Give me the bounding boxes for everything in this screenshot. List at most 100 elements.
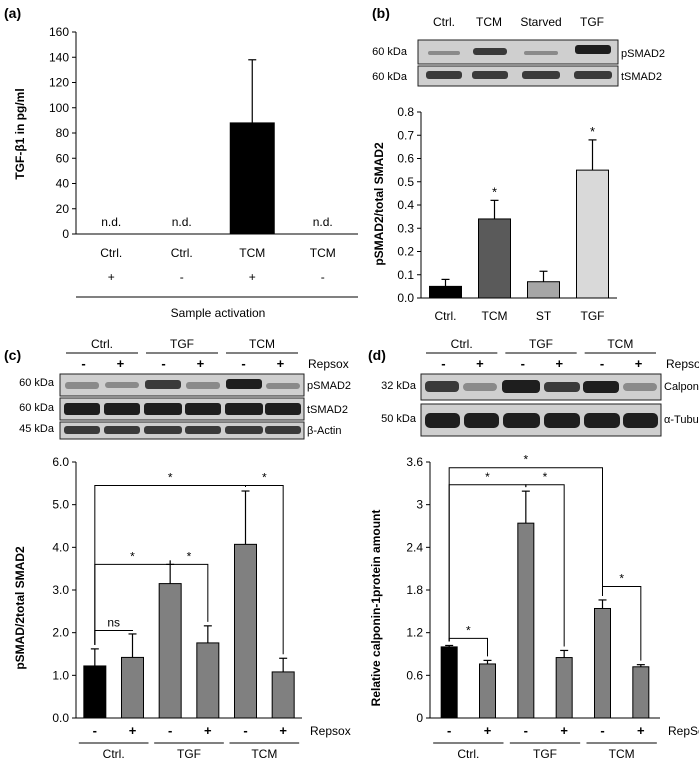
blot-band xyxy=(623,383,657,391)
bar xyxy=(271,671,295,719)
y-tick-label: 0 xyxy=(62,227,69,241)
panel-c-sign: + xyxy=(277,356,285,371)
panel-b-kda-label: 60 kDa xyxy=(372,46,408,58)
blot-b-tSMAD2 xyxy=(417,65,619,87)
blot-band xyxy=(583,381,619,393)
panel-d-sign: + xyxy=(635,356,643,371)
significance-label: * xyxy=(619,571,624,585)
x-sign-label: - xyxy=(447,723,451,738)
blot-c-beta-actin xyxy=(59,421,305,440)
y-tick-label: 2.4 xyxy=(406,540,423,554)
significance-label: * xyxy=(168,470,173,484)
x-sign-label: + xyxy=(484,723,492,738)
blot-band xyxy=(464,413,499,428)
y-tick-label: 2.0 xyxy=(52,626,69,640)
significance-label: * xyxy=(262,470,267,484)
panel-d-group-label: TCM xyxy=(607,337,633,351)
x-group-label: TGF xyxy=(177,747,201,760)
blot-band xyxy=(104,426,140,434)
panel-c: (c) Ctrl.- +TGF- +TCM- + Repsox 60 kDa 60 kD… xyxy=(4,337,351,760)
y-tick-label: 160 xyxy=(49,25,69,39)
y-tick-label: 0.8 xyxy=(397,105,414,119)
x-group-label: TGF xyxy=(533,747,557,760)
bar xyxy=(83,665,107,719)
bar xyxy=(440,646,458,719)
panel-c-group-label: Ctrl. xyxy=(91,337,113,351)
x-tick-label: TCM xyxy=(310,246,336,260)
blot-b-pSMAD2 xyxy=(417,39,619,65)
y-tick-label: 0.3 xyxy=(397,221,414,235)
x-sign-label: + xyxy=(560,723,568,738)
blot-band xyxy=(144,403,182,415)
bar xyxy=(234,543,257,719)
blot-band xyxy=(145,380,181,389)
y-tick-label: 140 xyxy=(49,50,69,64)
blot-band xyxy=(105,382,139,388)
blot-band xyxy=(185,426,221,434)
x-group-label: TCM xyxy=(251,747,277,760)
significance-label: * xyxy=(466,623,471,637)
blot-band xyxy=(265,403,301,415)
y-tick-label: 1.2 xyxy=(406,626,423,640)
blot-band xyxy=(225,403,263,415)
panel-c-axes: 0.0 1.0 2.0 3.0 4.0 5.0 6.0 xyxy=(52,455,302,725)
panel-d-sign: - xyxy=(600,356,604,371)
panel-b-marks: Ctrl. TCM * ST TGF * xyxy=(429,124,609,323)
panel-c-kda-label: 60 kDa xyxy=(19,402,55,414)
significance-bracket xyxy=(94,629,133,645)
panel-d-kda-label: 50 kDa xyxy=(381,413,417,425)
blot-d-calponin xyxy=(420,373,662,401)
panel-d-sign: + xyxy=(476,356,484,371)
activation-sign: - xyxy=(180,270,184,284)
x-tick-label: Ctrl. xyxy=(435,309,457,323)
y-tick-label: 0.2 xyxy=(397,245,414,259)
y-tick-label: 100 xyxy=(49,101,69,115)
blot-band xyxy=(473,48,507,55)
nd-annotation: n.d. xyxy=(172,215,192,229)
y-tick-label: 0.6 xyxy=(397,152,414,166)
y-tick-label: 0.4 xyxy=(397,198,414,212)
panel-b-ylabel: pSMAD2/total SMAD2 xyxy=(372,142,386,266)
x-sign-label: - xyxy=(243,723,247,738)
blot-d-tubulin xyxy=(420,403,662,437)
blot-band xyxy=(104,403,140,415)
panel-d-sign: + xyxy=(555,356,563,371)
x-tick-label: ST xyxy=(536,309,552,323)
x-tick-label: Ctrl. xyxy=(171,246,193,260)
panel-c-band-label: tSMAD2 xyxy=(307,404,348,416)
bar xyxy=(229,122,275,235)
significance-star: * xyxy=(590,124,595,139)
panel-d-label: (d) xyxy=(368,347,386,363)
blot-band xyxy=(425,381,459,392)
y-tick-label: 0.7 xyxy=(397,128,414,142)
blot-c-pSMAD2 xyxy=(59,373,305,397)
significance-bracket xyxy=(169,560,209,622)
blot-band xyxy=(544,413,580,428)
panel-d-inhibitor-label: Repsox xyxy=(666,357,699,371)
blot-band xyxy=(265,426,301,434)
x-sign-label: + xyxy=(279,723,287,738)
y-tick-label: 1.8 xyxy=(406,583,423,597)
panel-b-lane-label: Ctrl. xyxy=(433,15,455,29)
panel-d-sign: - xyxy=(441,356,445,371)
panel-c-sign: - xyxy=(81,356,85,371)
x-inhibitor-label: Repsox xyxy=(310,724,351,738)
blot-band xyxy=(544,382,580,392)
y-tick-label: 0.1 xyxy=(397,268,414,282)
blot-band xyxy=(472,71,508,79)
x-tick-label: Ctrl. xyxy=(100,246,122,260)
significance-bracket xyxy=(525,484,565,647)
bar xyxy=(594,607,611,719)
panel-d-sign: - xyxy=(521,356,525,371)
y-tick-label: 0.5 xyxy=(397,175,414,189)
blot-band xyxy=(225,426,263,434)
panel-c-sign: + xyxy=(197,356,205,371)
y-tick-label: 3.0 xyxy=(52,583,69,597)
panel-c-ylabel: pSMAD/2total SMAD2 xyxy=(13,546,27,670)
blot-band xyxy=(64,403,100,415)
y-tick-label: 120 xyxy=(49,76,69,90)
y-tick-label: 40 xyxy=(56,177,70,191)
blot-band xyxy=(428,51,460,55)
bar xyxy=(121,656,144,719)
significance-bracket xyxy=(245,484,284,655)
